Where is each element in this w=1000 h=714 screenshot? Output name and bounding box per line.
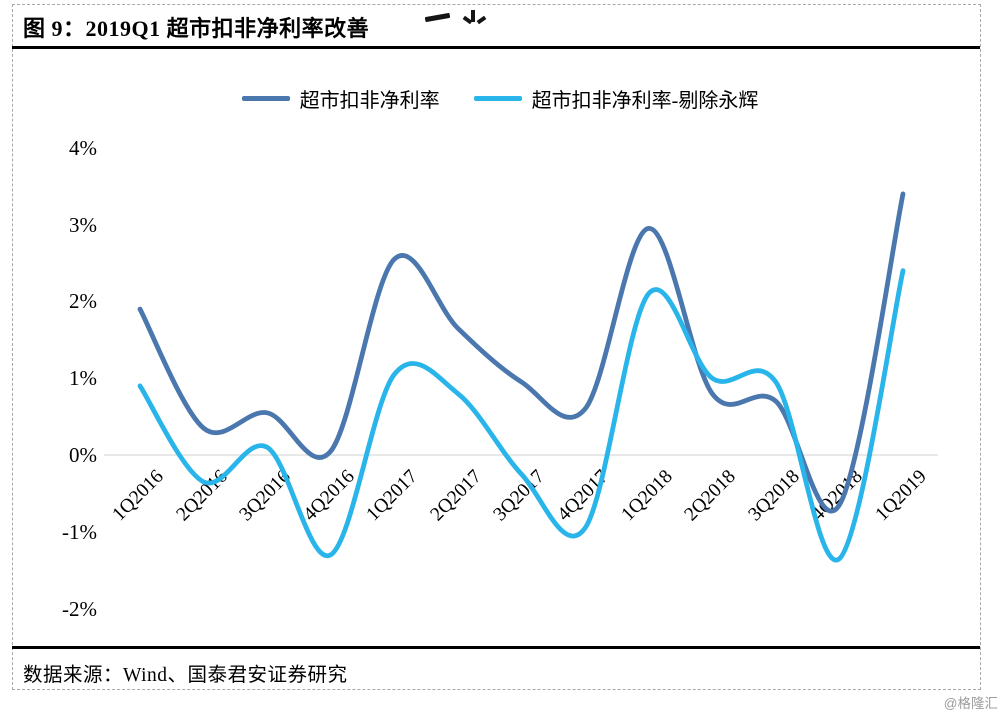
y-tick-label: 1%	[69, 366, 97, 391]
y-tick-label: 2%	[69, 289, 97, 314]
chart-legend: 超市扣非净利率 超市扣非净利率-剔除永辉	[0, 84, 1000, 113]
watermark: @格隆汇	[943, 696, 998, 711]
y-tick-label: 0%	[69, 443, 97, 467]
y-tick-label: 3%	[69, 212, 97, 237]
clipped-text-fragment	[423, 8, 503, 25]
y-tick-label: -2%	[62, 596, 97, 621]
y-tick-label: 4%	[69, 135, 97, 160]
source-divider-line	[12, 646, 980, 649]
title-divider-line	[12, 46, 980, 49]
legend-label: 超市扣非净利率	[299, 90, 440, 112]
figure-title: 图 9：2019Q1 超市扣非净利率改善	[23, 16, 370, 41]
legend-item-1: 超市扣非净利率-剔除永辉	[473, 84, 759, 113]
legend-label: 超市扣非净利率-剔除永辉	[531, 90, 759, 112]
legend-item-0: 超市扣非净利率	[241, 84, 440, 113]
series-line-0	[137, 191, 906, 514]
y-tick-label: -1%	[62, 519, 97, 544]
source-note: 数据来源：Wind、国泰君安证券研究	[23, 665, 348, 686]
legend-line-swatch	[241, 96, 290, 101]
legend-line-swatch	[473, 96, 522, 101]
